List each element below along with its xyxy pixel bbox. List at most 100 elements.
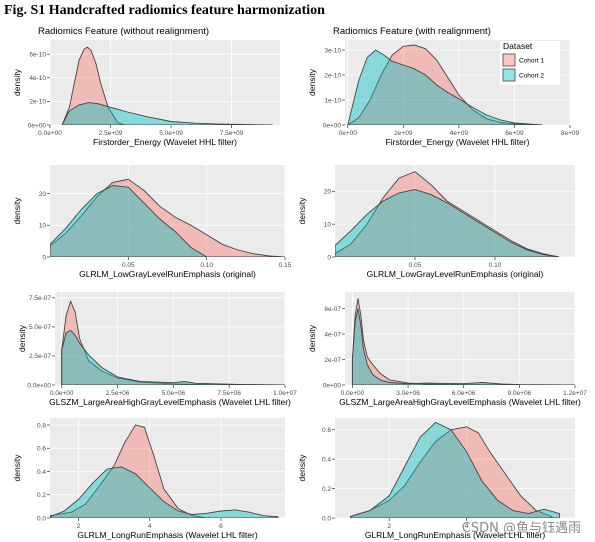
panel-background bbox=[50, 165, 285, 257]
y-axis-label: density bbox=[307, 324, 317, 352]
y-axis-label: density bbox=[307, 68, 317, 96]
x-tick-label: 7.5e+09 bbox=[220, 130, 244, 137]
y-axis-label: density bbox=[17, 324, 27, 352]
x-tick-label: 6e+09 bbox=[505, 130, 524, 137]
y-tick-label: 0.6 bbox=[322, 427, 331, 434]
density-series-cohort2 bbox=[61, 102, 273, 125]
y-tick-label: 20 bbox=[39, 191, 47, 198]
y-tick-label: 0.6 bbox=[37, 446, 46, 453]
density-series-cohort1 bbox=[335, 171, 560, 257]
x-tick-label: 5.0e+06 bbox=[162, 390, 186, 397]
x-tick-label: 2e+09 bbox=[394, 130, 413, 137]
chart-panel-3: 0.05 0.10 0.15 0 10 20 GLRLM_LowGrayLevelRunEm… bbox=[12, 165, 292, 279]
x-tick-label: 0.15 bbox=[279, 262, 292, 269]
x-tick-label: 5.0e+09 bbox=[159, 130, 183, 137]
x-tick-label: 4 bbox=[148, 523, 152, 530]
y-tick-label: 0.0e+00 bbox=[27, 382, 51, 389]
y-axis-label: density bbox=[297, 197, 307, 225]
density-series-cohort2 bbox=[347, 49, 543, 125]
panel-background bbox=[55, 292, 285, 385]
x-tick-label: 0.05 bbox=[122, 262, 135, 269]
x-tick-label: 0e+00 bbox=[339, 130, 358, 137]
y-tick-label: 5.0e-07 bbox=[29, 324, 51, 331]
y-tick-label: 10 bbox=[39, 223, 47, 230]
y-tick-label: 0 bbox=[42, 254, 46, 261]
watermark: CSDN @鱼与钰遇雨 bbox=[461, 521, 581, 536]
x-tick-label: 7.5e+06 bbox=[217, 390, 241, 397]
x-tick-label: 8e+09 bbox=[561, 130, 580, 137]
x-tick-label: 9.0e+06 bbox=[508, 390, 532, 397]
panel-background bbox=[50, 418, 285, 518]
legend: Dataset Cohort 1 Cohort 2 bbox=[500, 41, 560, 85]
density-series-cohort1 bbox=[50, 178, 285, 257]
x-tick-label: 0.0e+00 bbox=[50, 390, 74, 397]
y-tick-label: 3e-10 bbox=[324, 47, 341, 54]
y-axis-label: density bbox=[297, 454, 307, 482]
y-tick-label: 0.8 bbox=[37, 422, 46, 429]
legend-label: Cohort 2 bbox=[519, 73, 544, 80]
legend-title: Dataset bbox=[503, 41, 533, 51]
x-axis-label: GLRLM_LowGrayLevelRunEmphasis (original) bbox=[367, 269, 544, 279]
y-tick-label: 2.5e-07 bbox=[29, 353, 51, 360]
panel-title: Radiomics Feature (with realignment) bbox=[333, 26, 491, 37]
x-tick-label: 0.05 bbox=[409, 262, 422, 269]
y-tick-label: 2e-10 bbox=[324, 72, 341, 79]
y-tick-label: 10 bbox=[324, 221, 332, 228]
panel-background bbox=[345, 292, 575, 385]
x-axis-label: Firstorder_Energy (Wavelet HHL filter) bbox=[93, 137, 237, 147]
y-tick-label: 2e-10 bbox=[29, 99, 46, 106]
y-tick-label: 4e-10 bbox=[29, 75, 46, 82]
y-tick-label: 0e+00 bbox=[323, 382, 342, 389]
y-tick-label: 6e-10 bbox=[29, 51, 46, 58]
x-axis-label: Firstorder_Energy (Wavelet HHL filter) bbox=[386, 137, 530, 147]
y-tick-label: 1e-10 bbox=[324, 97, 341, 104]
chart-panel-8: 2 4 0.0 0.2 0.4 0.6 GLRLM_LongRunEmphasis (Wav… bbox=[297, 418, 575, 540]
x-tick-label: 0.0e+00 bbox=[341, 390, 365, 397]
y-axis-label: density bbox=[12, 454, 22, 482]
x-tick-label: 6.0e+06 bbox=[452, 390, 476, 397]
chart-panel-7: 2 4 6 0.0 0.2 0.4 0.6 0.8 GLRLM_LongRunEmphasis … bbox=[12, 418, 285, 540]
x-axis-label: GLRLM_LongRunEmphasis (Wavelet LHL filte… bbox=[365, 530, 545, 540]
x-axis-label: GLSZM_LargeAreaHighGrayLevelEmphasis (Wa… bbox=[339, 397, 581, 407]
y-tick-label: 0.4 bbox=[37, 469, 46, 476]
legend-key-cohort2 bbox=[502, 68, 516, 82]
y-tick-label: 0.4 bbox=[322, 456, 331, 463]
y-tick-label: 0.0 bbox=[322, 515, 331, 522]
y-tick-label: 4e-07 bbox=[324, 331, 341, 338]
x-tick-label: 2 bbox=[77, 523, 81, 530]
x-axis-label: GLRLM_LongRunEmphasis (Wavelet LHL filte… bbox=[77, 530, 257, 540]
x-tick-label: 3.0e+06 bbox=[396, 390, 420, 397]
density-series-cohort2 bbox=[351, 308, 575, 385]
legend-key-cohort1 bbox=[502, 53, 516, 67]
chart-panel-1: 0.0e+00 2.5e+09 5.0e+09 7.5e+09 0e+00 2e-10 4e… bbox=[12, 26, 280, 147]
y-tick-label: 20 bbox=[324, 189, 332, 196]
x-tick-label: 1.2e+07 bbox=[563, 390, 587, 397]
y-tick-label: 2e-07 bbox=[324, 357, 341, 364]
y-axis-label: density bbox=[12, 197, 22, 225]
y-axis-label: density bbox=[12, 68, 22, 96]
density-series-cohort2 bbox=[50, 466, 279, 518]
y-tick-label: 6e-07 bbox=[324, 306, 341, 313]
y-tick-label: 0 bbox=[327, 254, 331, 261]
y-tick-label: 7.5e-07 bbox=[29, 295, 51, 302]
chart-panel-6: 0.0e+00 3.0e+06 6.0e+06 9.0e+06 1.2e+07 0e+00… bbox=[307, 292, 587, 407]
figure-title: Fig. S1 Handcrafted radiomics feature ha… bbox=[4, 3, 325, 18]
density-series-cohort2 bbox=[61, 329, 285, 385]
legend-background bbox=[500, 41, 560, 85]
chart-panel-4: 0.05 0.10 0 10 20 GLRLM_LowGrayLevelRunEmphas… bbox=[297, 165, 575, 279]
y-tick-label: 0.2 bbox=[322, 486, 331, 493]
density-series-cohort1 bbox=[350, 426, 553, 518]
x-tick-label: 0.10 bbox=[200, 262, 213, 269]
density-series-cohort2 bbox=[350, 421, 560, 518]
density-series-cohort2 bbox=[335, 189, 560, 257]
density-series-cohort2 bbox=[50, 185, 208, 257]
chart-panel-5: 0.0e+00 2.5e+06 5.0e+06 7.5e+06 1.0e+07 0.0e+… bbox=[17, 292, 297, 407]
x-axis-label: GLSZM_LargeAreaHighGrayLevelEmphasis (Wa… bbox=[49, 397, 291, 407]
x-tick-label: 2.5e+06 bbox=[106, 390, 130, 397]
y-tick-label: 0.2 bbox=[37, 492, 46, 499]
x-tick-label: 4e+09 bbox=[450, 130, 469, 137]
x-tick-label: 1.0e+07 bbox=[273, 390, 297, 397]
density-series-cohort1 bbox=[346, 44, 543, 125]
x-tick-label: 2.5e+09 bbox=[99, 130, 123, 137]
